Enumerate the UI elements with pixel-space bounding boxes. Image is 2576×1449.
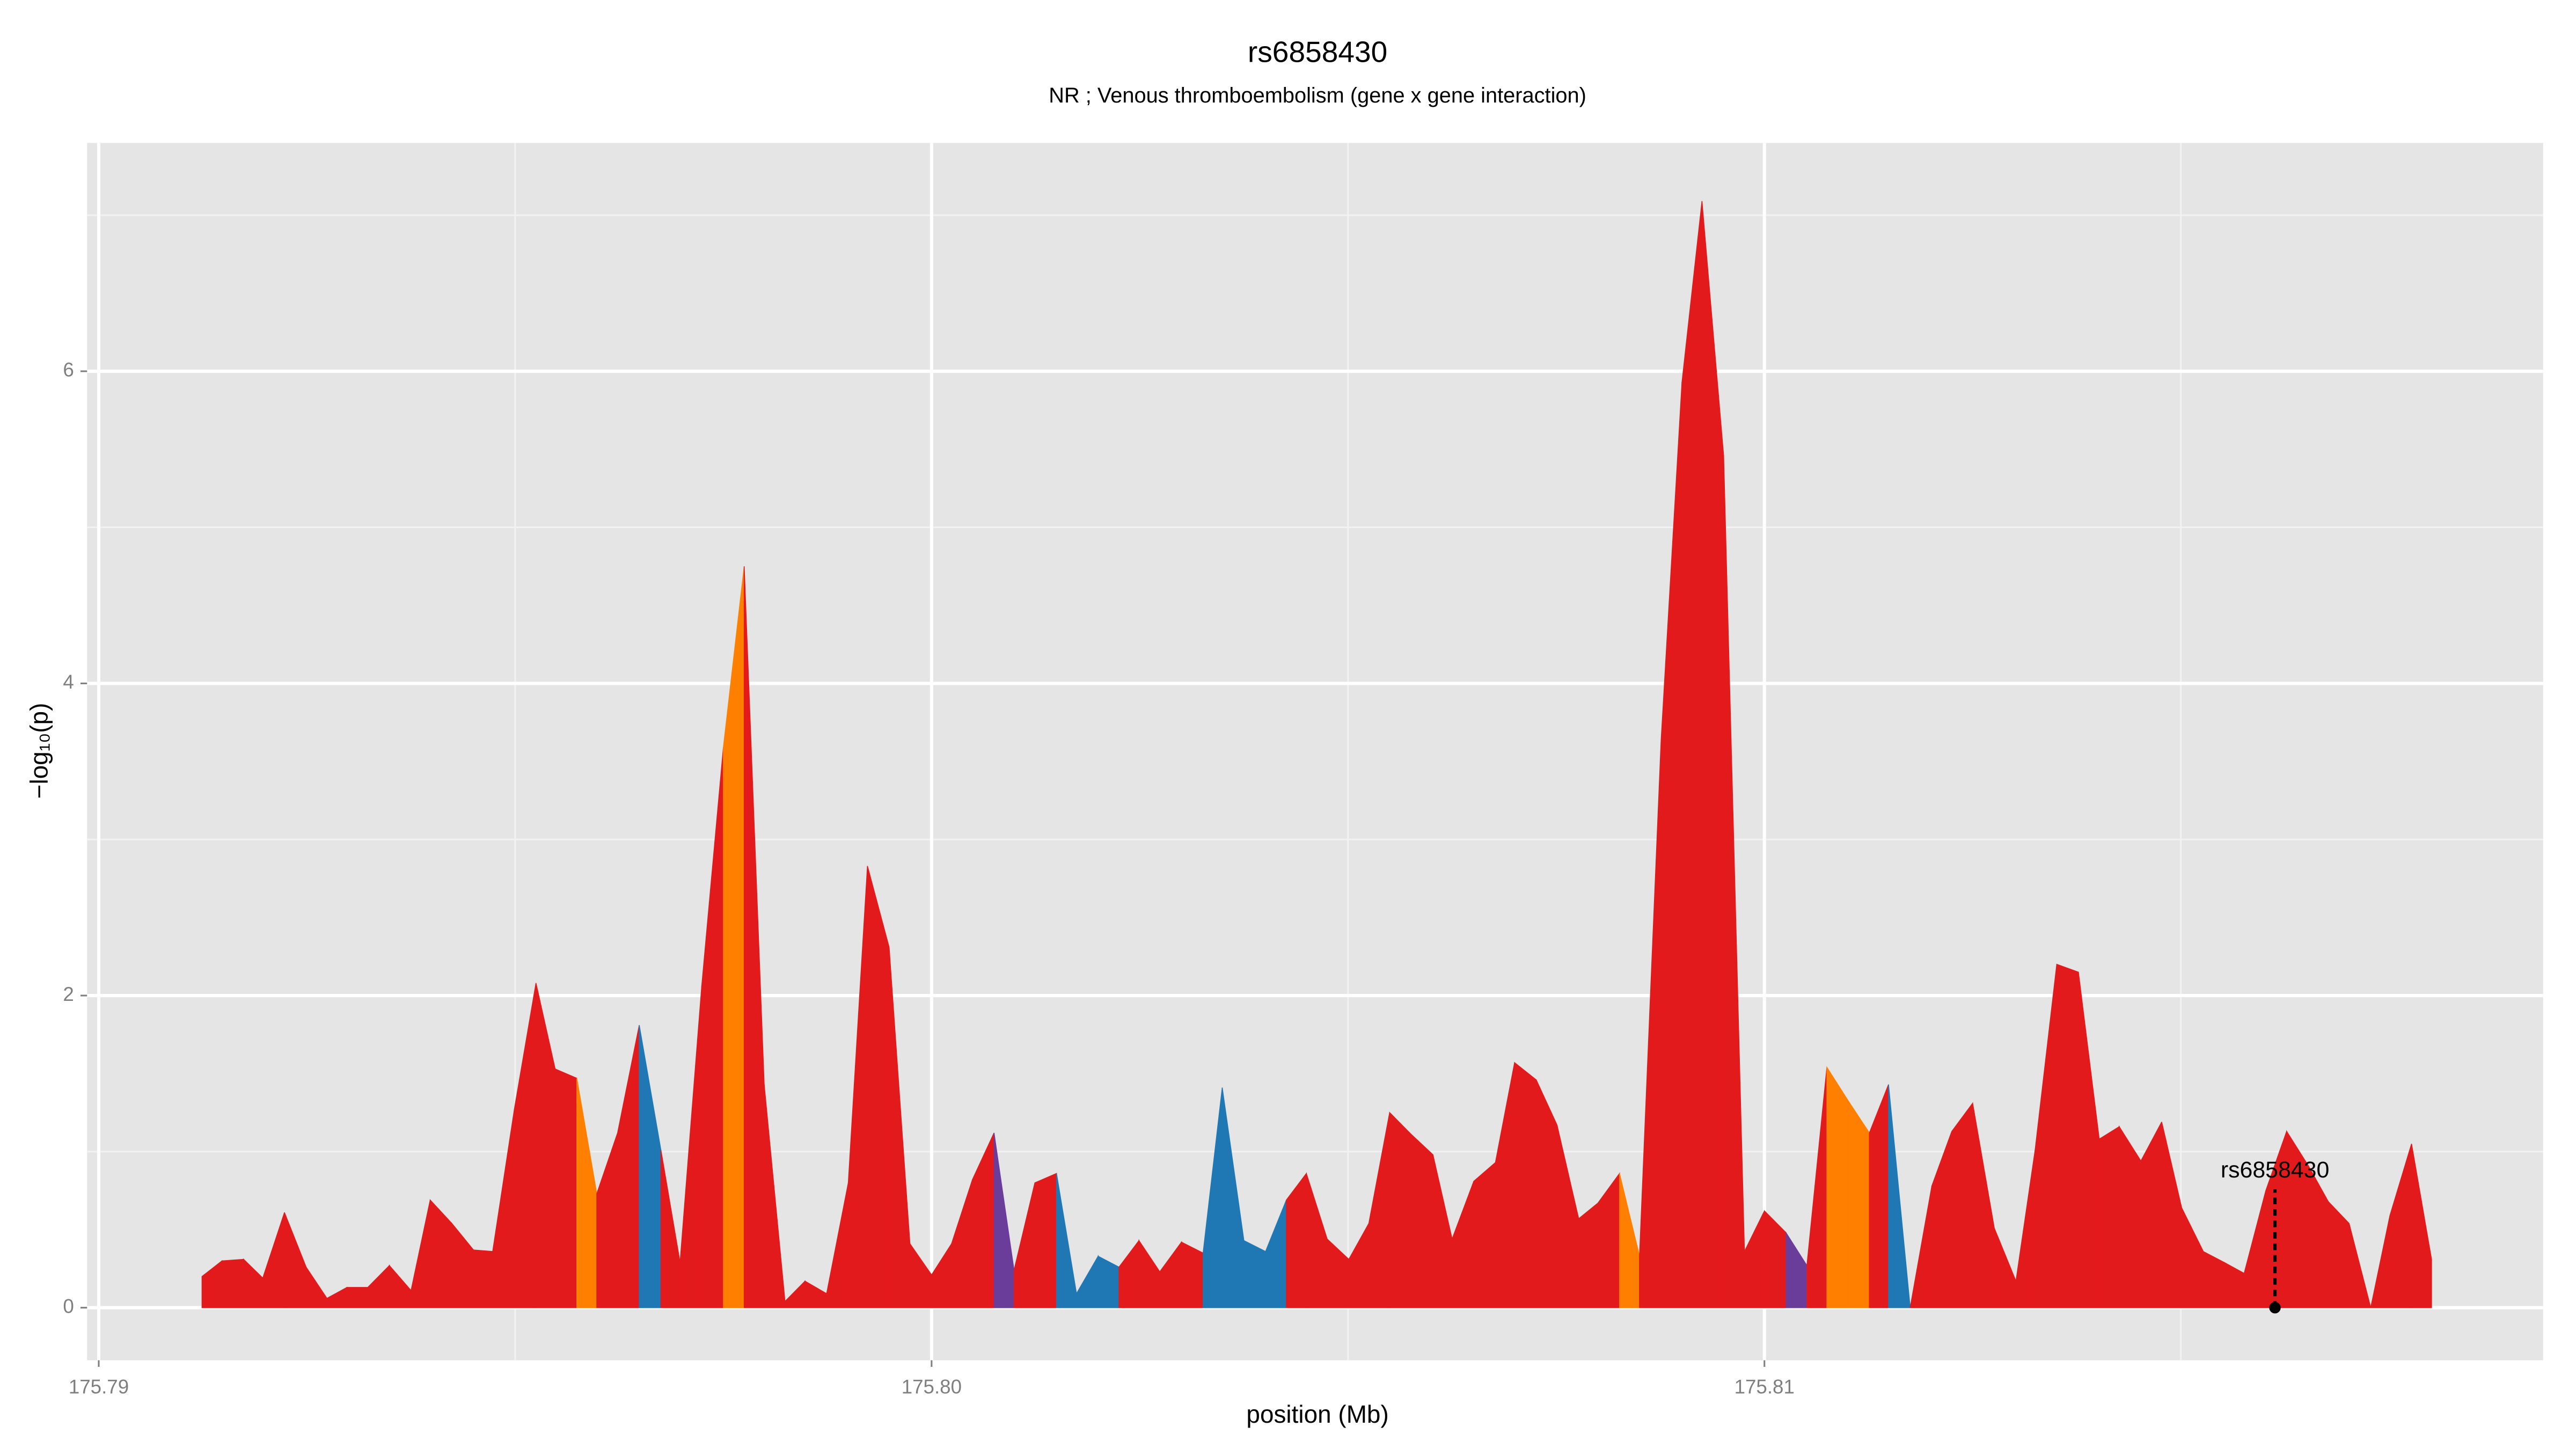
area-segment xyxy=(346,1287,368,1308)
y-tick-label: 4 xyxy=(63,671,74,693)
chart-subtitle: NR ; Venous thromboembolism (gene x gene… xyxy=(1049,84,1586,107)
area-segment xyxy=(1847,1099,1870,1308)
area-segment xyxy=(1826,1066,1848,1308)
area-segment xyxy=(1243,1240,1266,1308)
annotation-point xyxy=(2269,1301,2281,1314)
area-segment xyxy=(1578,1202,1599,1308)
area-segment xyxy=(1389,1111,1412,1308)
y-axis-label: −log₁₀(p) xyxy=(25,703,53,799)
area-segment xyxy=(2056,963,2079,1308)
area-segment xyxy=(2348,1223,2372,1308)
y-tick-label: 2 xyxy=(63,983,74,1005)
area-segment xyxy=(1473,1161,1496,1308)
area-segment xyxy=(1410,1133,1433,1308)
area-segment xyxy=(1181,1241,1204,1308)
annotation-label: rs6858430 xyxy=(2221,1157,2329,1183)
area-segment xyxy=(1034,1173,1057,1308)
y-tick-label: 6 xyxy=(63,358,74,380)
area-segment xyxy=(1681,201,1703,1308)
x-axis-label: position (Mb) xyxy=(1246,1400,1388,1428)
area-segment xyxy=(554,1068,577,1308)
area-segment xyxy=(1888,1084,1911,1308)
area-segment xyxy=(2411,1144,2432,1308)
area-segment xyxy=(221,1258,244,1308)
area-segment xyxy=(1951,1102,1973,1308)
chart-title: rs6858430 xyxy=(1248,35,1387,69)
y-tick-label: 0 xyxy=(63,1295,74,1317)
x-tick-label: 175.80 xyxy=(902,1375,962,1397)
area-segment xyxy=(2098,1125,2120,1308)
x-tick-label: 175.81 xyxy=(1735,1375,1795,1397)
x-tick-label: 175.79 xyxy=(69,1375,129,1397)
area-segment xyxy=(1514,1062,1537,1308)
area-segment xyxy=(473,1249,493,1308)
